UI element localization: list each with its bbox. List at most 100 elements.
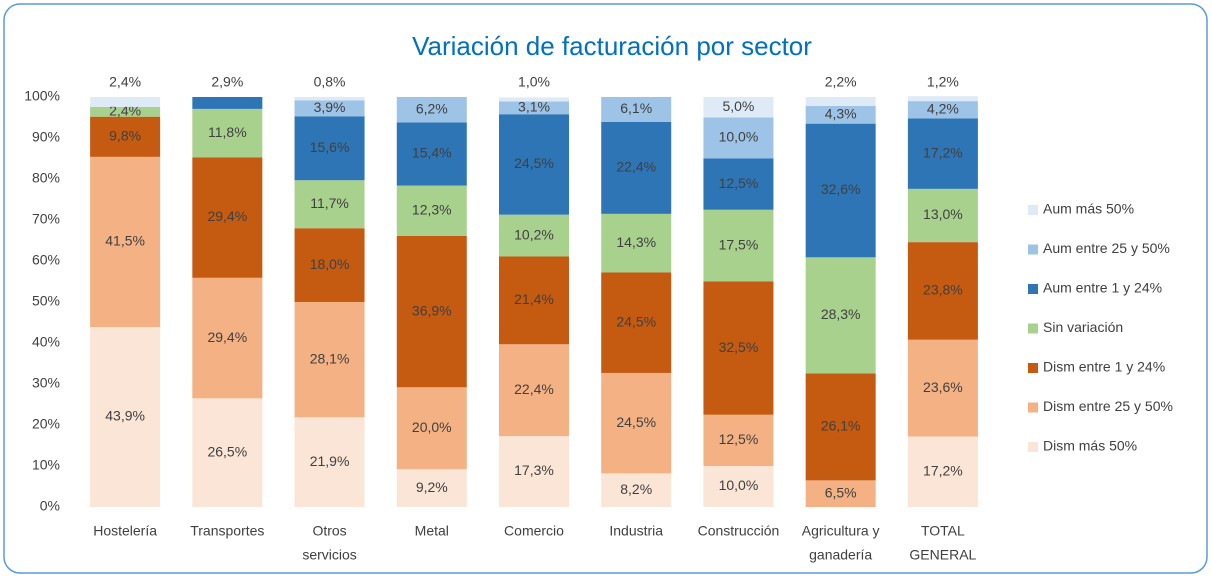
bar-segment xyxy=(907,188,978,243)
data-label: 11,7% xyxy=(310,195,349,211)
data-label: 10,0% xyxy=(719,129,759,145)
data-label: 20,0% xyxy=(412,419,452,435)
x-tick-label: Industria xyxy=(609,523,663,539)
data-label: 4,2% xyxy=(927,100,959,116)
data-label: 5,0% xyxy=(722,98,754,114)
data-label: 12,3% xyxy=(412,201,452,217)
bar-segment xyxy=(907,242,978,340)
bar-segment xyxy=(805,373,876,481)
data-label: 9,8% xyxy=(109,127,141,143)
bar-segment xyxy=(294,228,365,302)
bar-segment xyxy=(601,372,672,474)
x-tick-label: Otros xyxy=(312,523,346,539)
legend-swatch xyxy=(1028,442,1038,452)
bar-segment xyxy=(907,436,978,507)
legend-swatch xyxy=(1028,363,1038,373)
bar-segment xyxy=(805,97,876,107)
data-label: 15,6% xyxy=(310,139,350,155)
legend-swatch xyxy=(1028,284,1038,294)
bar-segment xyxy=(601,213,672,273)
bar-segment xyxy=(703,117,774,159)
data-label: 18,0% xyxy=(310,256,350,272)
y-tick-label: 50% xyxy=(32,293,60,309)
data-label: 29,4% xyxy=(207,208,247,224)
data-label: 17,2% xyxy=(923,462,963,478)
bar-segment xyxy=(703,209,774,282)
bar-segment xyxy=(396,97,467,123)
bar-segment xyxy=(805,123,876,258)
bar-segment xyxy=(192,157,263,278)
bar-segment xyxy=(192,108,263,158)
y-tick-label: 0% xyxy=(40,498,60,514)
data-label: 22,4% xyxy=(514,381,554,397)
data-label: 17,2% xyxy=(923,144,963,160)
data-label: 36,9% xyxy=(412,302,452,318)
bar-segment xyxy=(396,185,467,236)
data-label: 28,1% xyxy=(310,350,350,366)
legend-label: Aum entre 25 y 50% xyxy=(1043,240,1170,256)
bar-segment xyxy=(703,158,774,210)
bar-segment xyxy=(499,97,569,102)
bar-segment xyxy=(907,339,978,437)
bar-segment xyxy=(805,480,876,507)
bar-segment xyxy=(192,97,263,109)
bar-segment xyxy=(396,235,467,388)
legend-label: Aum entre 1 y 24% xyxy=(1043,280,1162,296)
data-label: 2,9% xyxy=(211,74,243,90)
x-tick-label: Hostelería xyxy=(93,523,157,539)
y-tick-label: 70% xyxy=(32,211,60,227)
data-label: 14,3% xyxy=(616,234,656,250)
bar-segment xyxy=(396,122,467,186)
bar-segment xyxy=(805,106,876,124)
data-label: 1,0% xyxy=(518,74,550,90)
data-label: 26,5% xyxy=(207,443,247,459)
bar-segment xyxy=(805,257,876,374)
data-label: 11,8% xyxy=(208,124,247,140)
bar-segment xyxy=(90,97,161,107)
legend-swatch xyxy=(1028,205,1038,215)
y-tick-label: 30% xyxy=(32,375,60,391)
data-label: 17,5% xyxy=(719,236,759,252)
data-label: 13,0% xyxy=(923,206,963,222)
x-tick-label: Construcción xyxy=(698,523,780,539)
bar-segment xyxy=(294,180,365,229)
bar-segment xyxy=(907,118,978,189)
bar-segment xyxy=(601,97,672,123)
bar-segment xyxy=(499,344,569,437)
y-tick-label: 40% xyxy=(32,334,60,350)
legend-label: Dism más 50% xyxy=(1043,438,1137,454)
bar-segment xyxy=(601,473,672,507)
data-label: 4,3% xyxy=(825,106,857,122)
x-tick-label: servicios xyxy=(302,547,356,563)
bar-segment xyxy=(396,469,467,507)
data-label: 17,3% xyxy=(514,462,554,478)
bar-segment xyxy=(907,96,978,102)
bar-segment xyxy=(192,398,263,507)
y-tick-label: 100% xyxy=(24,88,60,104)
data-label: 24,5% xyxy=(616,313,656,329)
data-label: 2,2% xyxy=(825,74,857,90)
legend-swatch xyxy=(1028,402,1038,413)
bar-segment xyxy=(703,97,774,118)
bar-segment xyxy=(90,106,161,117)
data-label: 3,9% xyxy=(314,99,346,115)
bar-segment xyxy=(703,466,774,507)
bar-segment xyxy=(192,277,263,399)
data-label: 12,5% xyxy=(719,431,759,447)
data-label: 22,4% xyxy=(616,159,656,175)
bar-segment xyxy=(601,272,672,373)
legend-swatch xyxy=(1028,244,1038,255)
legend-swatch xyxy=(1028,323,1038,334)
bar-segment xyxy=(90,116,161,157)
bar-segment xyxy=(90,156,161,328)
data-label: 21,9% xyxy=(310,453,350,469)
x-tick-label: Metal xyxy=(415,523,449,539)
bar-segment xyxy=(499,256,569,345)
bar-segment xyxy=(703,281,774,415)
legend-label: Dism entre 1 y 24% xyxy=(1043,359,1165,375)
y-tick-label: 60% xyxy=(32,252,60,268)
bar-segment xyxy=(907,101,978,119)
x-tick-label: Comercio xyxy=(504,523,564,539)
x-tick-label: ganadería xyxy=(809,547,872,563)
